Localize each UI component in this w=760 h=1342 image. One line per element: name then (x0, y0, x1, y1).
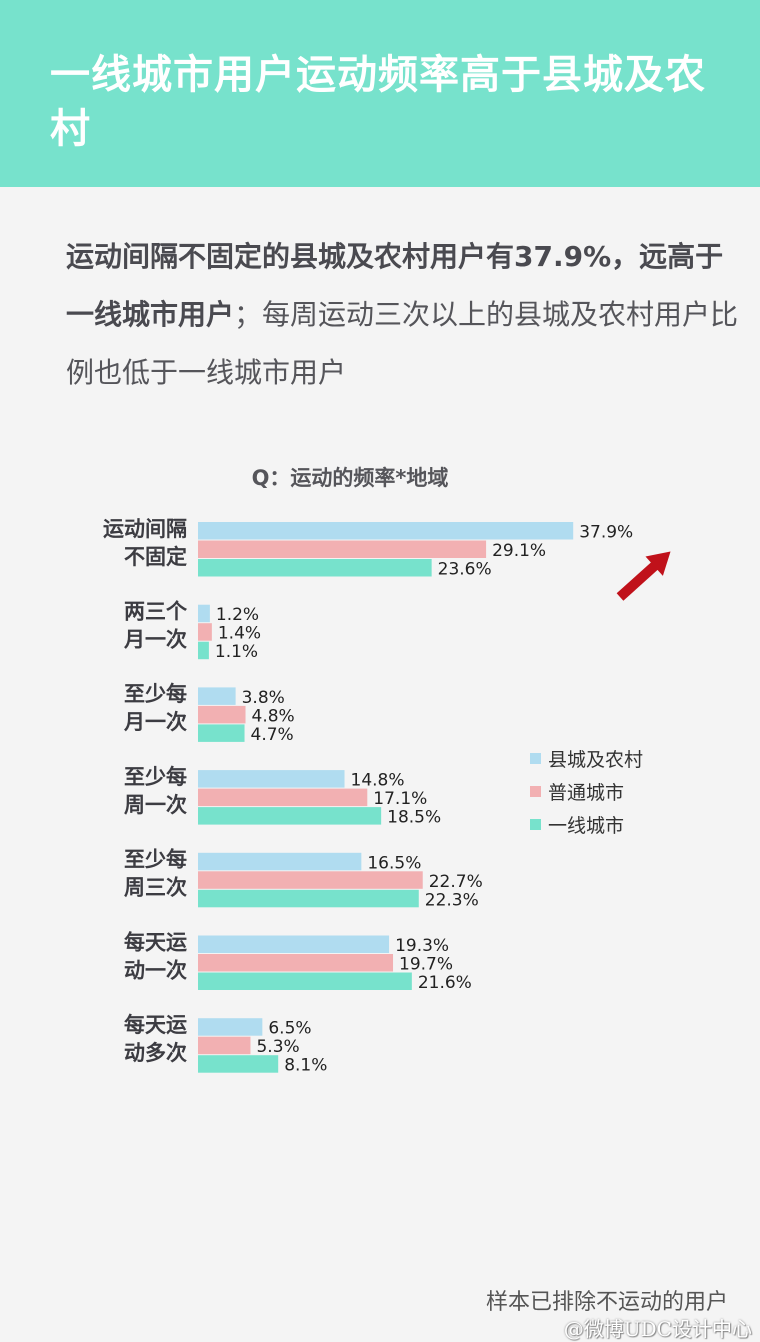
legend-swatch (530, 819, 541, 830)
bar (198, 852, 362, 871)
category-label: 周一次 (124, 793, 187, 817)
category-label: 动一次 (124, 958, 187, 982)
category-label: 动多次 (124, 1041, 187, 1065)
bar (198, 1055, 279, 1073)
category-label: 至少每 (124, 682, 187, 706)
bar (198, 889, 419, 908)
data-label: 19.7% (399, 955, 453, 975)
bar (198, 623, 212, 641)
data-label: 6.5% (268, 1019, 311, 1039)
category-label: 每天运 (124, 1013, 187, 1037)
category-label: 月一次 (123, 710, 187, 734)
page-title: 一线城市用户运动频率高于县城及农村 (50, 52, 706, 152)
watermark: @微博UDC设计中心 (563, 1317, 752, 1341)
bar (198, 540, 487, 558)
data-label: 18.5% (387, 808, 441, 828)
category-label: 不固定 (124, 545, 187, 569)
bar (198, 972, 412, 990)
bar (198, 559, 432, 577)
data-label: 1.4% (218, 624, 261, 644)
bar (198, 1018, 263, 1036)
data-label: 4.8% (252, 706, 295, 726)
category-label: 运动间隔 (103, 517, 187, 541)
legend-swatch (530, 786, 541, 797)
data-label: 37.9% (579, 523, 633, 543)
bar (198, 807, 382, 825)
data-label: 23.6% (438, 560, 492, 580)
summary-bold: 运动间隔不固定的县城及农村用户有37.9%，远高于一线城市用户 (66, 240, 724, 331)
bar (198, 687, 236, 705)
legend-label: 一线城市 (548, 815, 624, 837)
bar (198, 788, 368, 807)
category-label: 周三次 (124, 876, 187, 900)
data-label: 21.6% (418, 973, 472, 993)
legend-swatch (530, 753, 541, 764)
arrow-shaft (616, 559, 661, 601)
bar (198, 935, 390, 953)
category-label: 两三个 (124, 599, 188, 623)
category-label: 至少每 (124, 848, 187, 872)
category-label: 每天运 (124, 930, 187, 954)
data-label: 14.8% (351, 771, 405, 791)
bar (198, 871, 423, 889)
bar (198, 1036, 251, 1055)
summary-text: 运动间隔不固定的县城及农村用户有37.9%，远高于一线城市用户；每周运动三次以上… (66, 228, 746, 402)
bar (198, 724, 245, 742)
legend-label: 县城及农村 (548, 749, 643, 771)
category-label: 月一次 (123, 627, 187, 651)
bar (198, 954, 394, 972)
bar (198, 604, 210, 623)
bar (198, 770, 345, 788)
data-label: 22.7% (429, 872, 483, 892)
data-label: 17.1% (373, 789, 427, 809)
data-label: 1.1% (215, 642, 258, 662)
legend-label: 普通城市 (548, 782, 624, 804)
data-label: 19.3% (395, 936, 449, 956)
data-label: 16.5% (367, 853, 421, 873)
bar (198, 705, 246, 724)
arrow-head (645, 551, 671, 576)
data-label: 1.2% (216, 605, 259, 625)
footnote: 样本已排除不运动的用户 (485, 1290, 728, 1315)
data-label: 22.3% (425, 890, 479, 910)
bar (198, 522, 574, 540)
red-arrow-icon (616, 551, 671, 601)
data-label: 29.1% (492, 541, 546, 561)
data-label: 8.1% (284, 1056, 327, 1076)
data-label: 5.3% (256, 1037, 299, 1057)
data-label: 4.7% (251, 725, 294, 745)
chart-title: Q：运动的频率*地域 (251, 466, 449, 490)
bar (198, 641, 209, 660)
header-banner: 一线城市用户运动频率高于县城及农村 (0, 0, 760, 187)
summary-normal: ；每周运动三次以上的县城及农村用户比例也低于一线城市用户 (66, 298, 739, 389)
category-label: 至少每 (124, 765, 187, 789)
data-label: 3.8% (242, 688, 285, 708)
